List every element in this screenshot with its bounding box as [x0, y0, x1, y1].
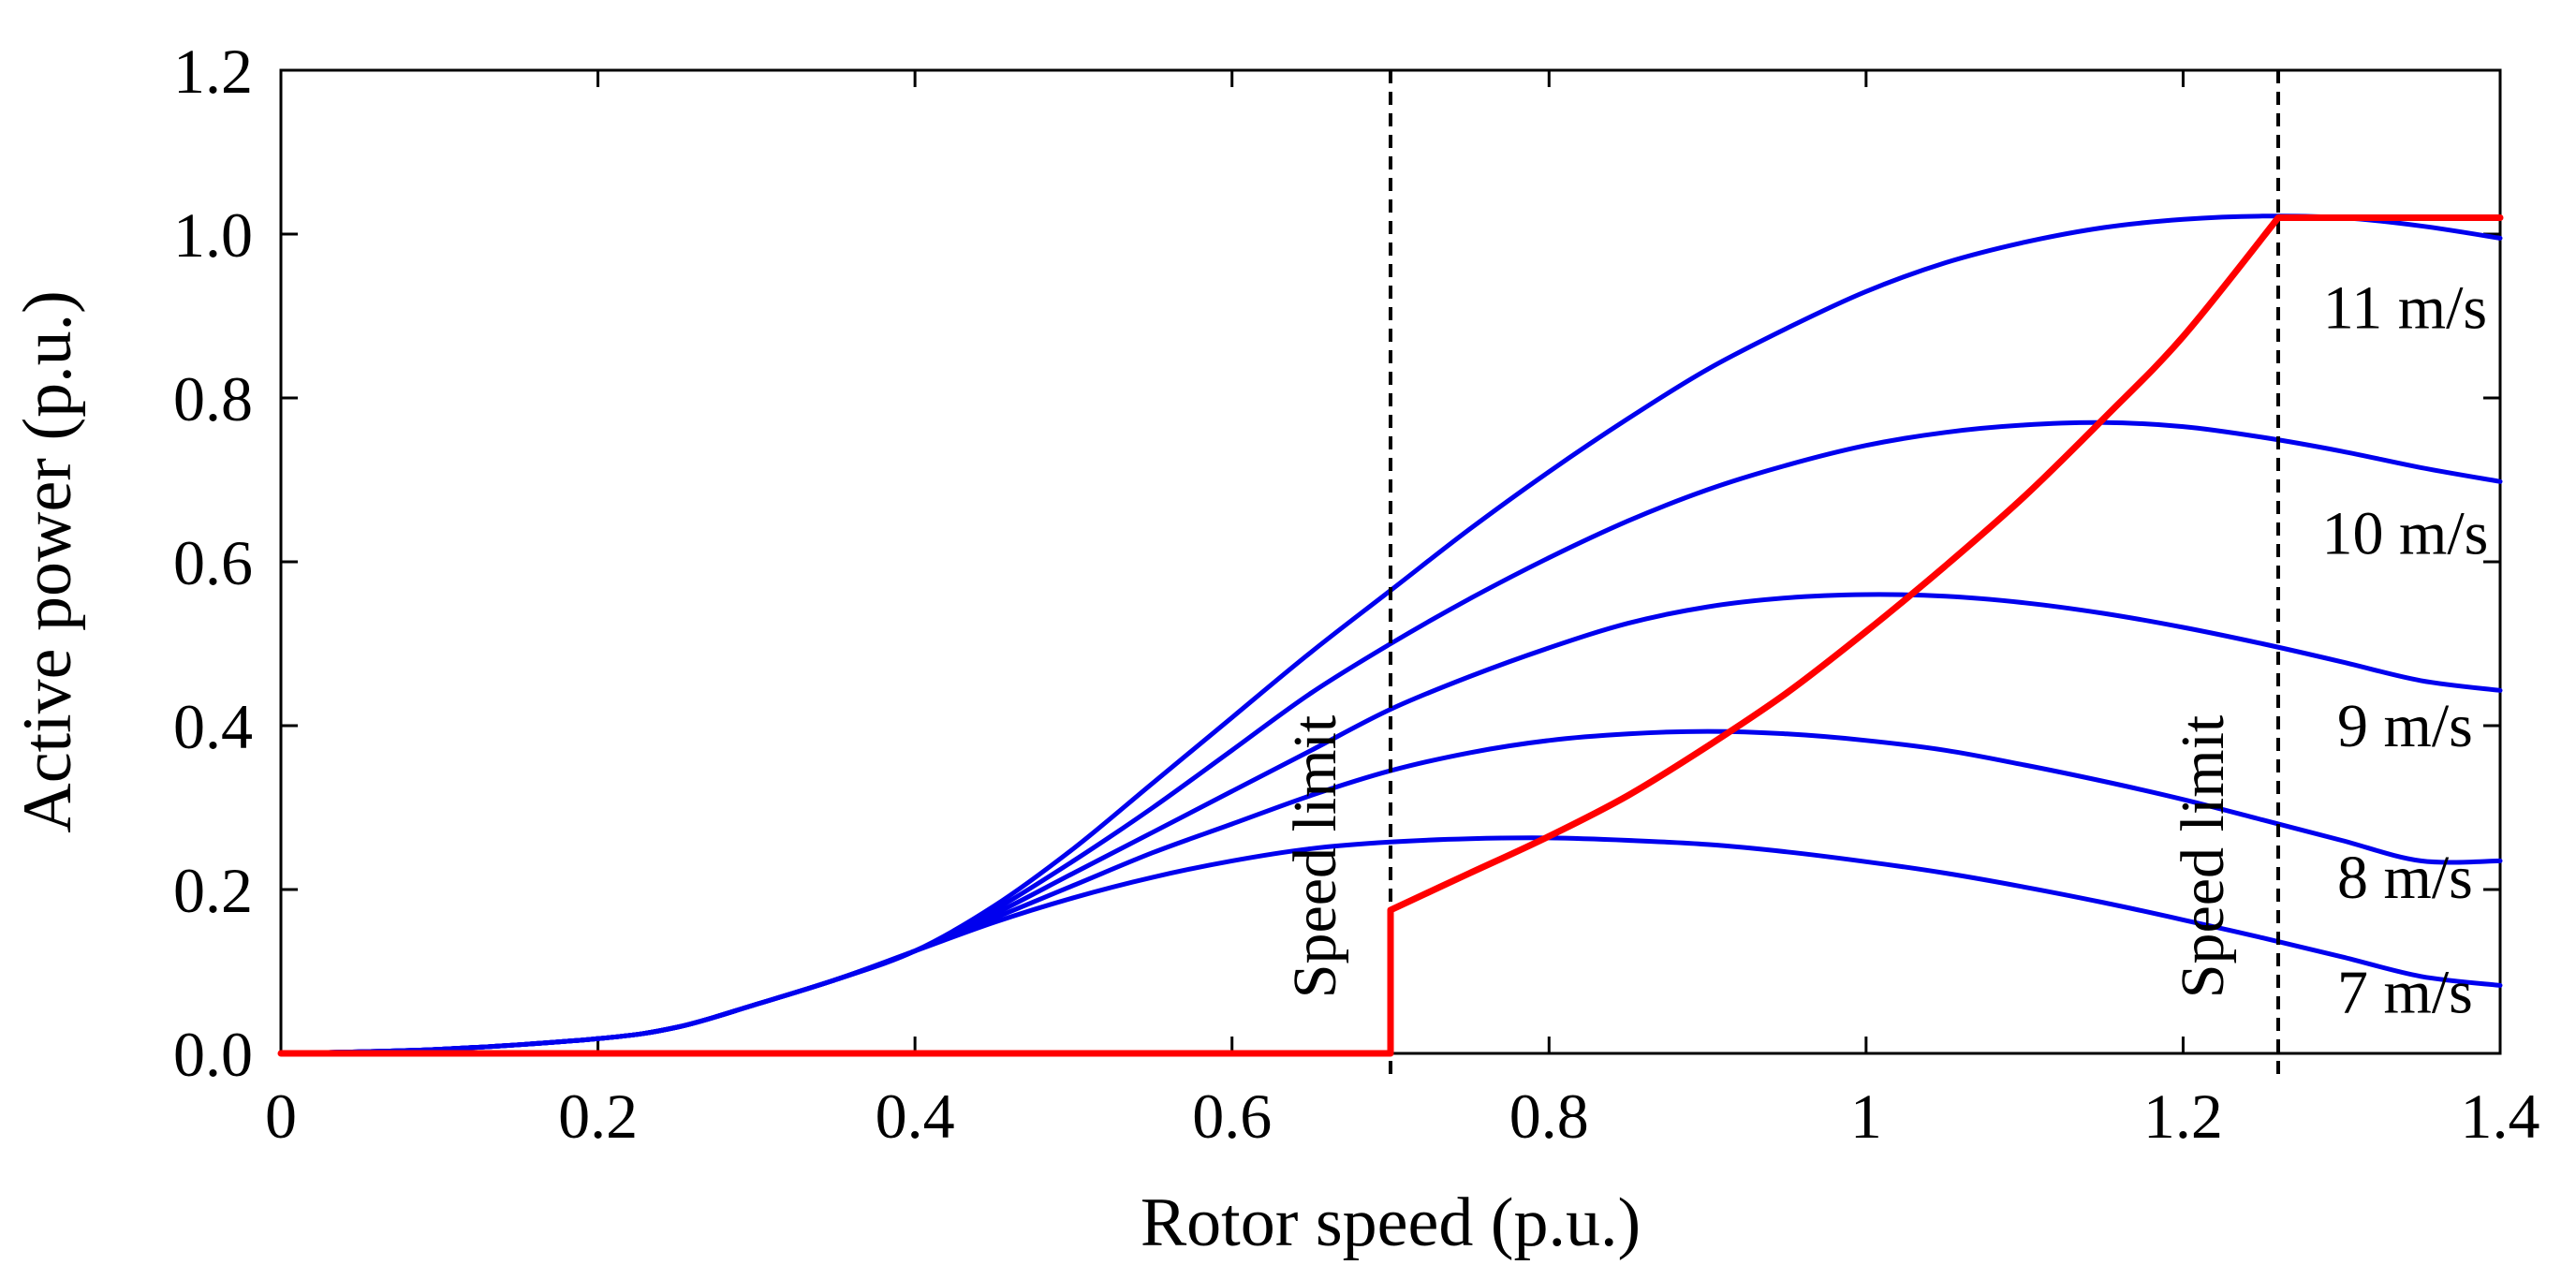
y-tick-label: 0.6 [173, 527, 253, 598]
x-tick-label: 0 [265, 1081, 297, 1152]
plot-area-frame [279, 68, 2502, 1055]
y-tick-label: 0.8 [173, 363, 253, 434]
y-tick-label: 0.0 [173, 1019, 253, 1090]
x-tick-label: 1 [1850, 1081, 1882, 1152]
speed-limit-label-2: Speed limit [2169, 715, 2237, 998]
y-tick-label: 1.0 [173, 199, 253, 271]
y-tick-label: 0.2 [173, 855, 253, 926]
x-tick-label: 0.2 [558, 1081, 638, 1152]
series-line-operating-curve [277, 214, 2504, 1057]
x-axis-label: Rotor speed (p.u.) [1141, 1184, 1641, 1261]
series-label-8-m-s: 8 m/s [2337, 844, 2473, 912]
x-tick-label: 0.4 [876, 1081, 955, 1152]
speed-limit-lines: Speed limit Speed limit [1281, 70, 2280, 1079]
x-tick-label: 1.4 [2461, 1081, 2540, 1152]
x-tick-label: 0.6 [1192, 1081, 1272, 1152]
x-tick-label: 0.8 [1509, 1081, 1589, 1152]
series-labels: 7 m/s 8 m/s 9 m/s 10 m/s 11 m/s [277, 214, 2504, 1057]
series-label-11-m-s: 11 m/s [2323, 274, 2487, 343]
ticks-layer: 0 0.2 0.4 0.6 0.8 1 1.2 1.4 0.0 0.2 0.4 0.6 0.8 1.0 1.… [173, 36, 2540, 1152]
y-axis-label: Active power (p.u.) [9, 290, 86, 832]
series-label-10-m-s: 10 m/s [2321, 499, 2488, 567]
x-tick-label: 1.2 [2143, 1081, 2223, 1152]
speed-limit-label-1: Speed limit [1281, 715, 1349, 998]
series-label-9-m-s: 9 m/s [2337, 692, 2473, 760]
series-layer [278, 213, 2503, 1056]
series-line-11-m-s [278, 213, 2503, 1056]
y-tick-label: 1.2 [173, 36, 253, 107]
y-tick-label: 0.4 [173, 691, 253, 762]
series-label-7-m-s: 7 m/s [2337, 958, 2473, 1026]
